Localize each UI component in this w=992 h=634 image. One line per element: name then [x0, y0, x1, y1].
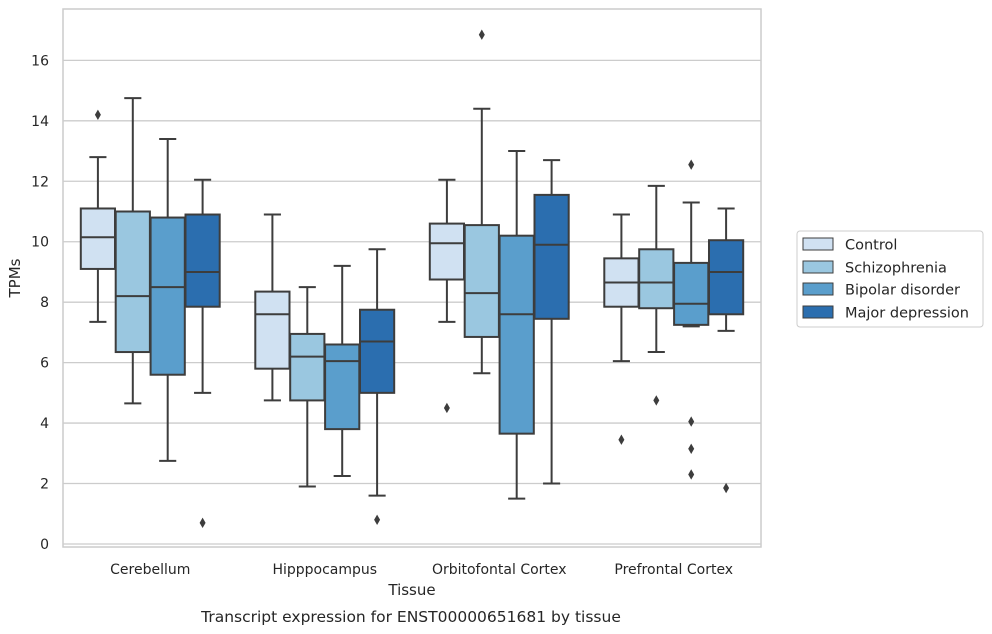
legend: Control Schizophrenia Bipolar disorder M…	[796, 230, 984, 328]
box-iqr	[498, 234, 535, 435]
box-1-2	[254, 213, 291, 402]
box-iqr	[358, 308, 396, 394]
box-iqr	[184, 213, 221, 308]
x-tick-label-4: Prefrontal Cortex	[614, 562, 733, 578]
box-iqr	[707, 239, 745, 316]
box-iqr	[324, 343, 361, 431]
x-tick-label-2: Hipppocampus	[272, 562, 377, 578]
box-iqr	[289, 332, 326, 402]
box-iqr	[533, 193, 570, 320]
y-tick-label-10: 10	[31, 235, 49, 251]
legend-frame	[796, 230, 984, 328]
box-4-3	[533, 159, 570, 485]
box-iqr	[638, 248, 675, 310]
box-iqr	[673, 261, 710, 326]
box-4-2	[358, 248, 396, 525]
box-iqr	[463, 224, 500, 338]
box-iqr	[428, 222, 466, 281]
box-iqr	[114, 210, 151, 354]
chart-caption: Transcript expression for ENST0000065168…	[200, 608, 621, 626]
box-iqr	[79, 207, 117, 270]
outlier-point-1	[618, 434, 625, 445]
box-2-2	[289, 286, 326, 488]
box-2-3	[463, 29, 500, 375]
legend-swatch-major-depression	[802, 305, 834, 319]
outlier-point-1	[478, 29, 485, 40]
outlier-point-1	[688, 416, 695, 427]
outlier-point-1	[199, 517, 206, 529]
outlier-point-1	[443, 402, 450, 414]
legend-label-control: Control	[845, 238, 897, 254]
outlier-point-1	[374, 514, 381, 525]
legend-swatch-bipolar-disorder	[802, 282, 834, 296]
box-2-4	[638, 184, 675, 406]
y-tick-label-8: 8	[40, 295, 49, 311]
outlier-point-1	[94, 109, 101, 120]
box-iqr	[254, 290, 291, 370]
box-groups	[79, 29, 745, 529]
box-4-1	[184, 178, 221, 529]
y-tick-labels: 0 2 4 6 8 10 12 14 16	[31, 53, 49, 553]
box-1-3	[428, 178, 466, 414]
outlier-point-4	[688, 159, 695, 170]
box-3-1	[149, 137, 186, 462]
outlier-point-1	[653, 395, 660, 406]
box-iqr	[149, 216, 186, 376]
box-4-4	[707, 207, 745, 494]
box-1-4	[603, 213, 640, 445]
legend-swatch-schizophrenia	[802, 260, 834, 274]
box-1-1	[79, 109, 117, 323]
legend-label-bipolar-disorder: Bipolar disorder	[845, 283, 960, 299]
y-tick-label-14: 14	[31, 114, 49, 130]
y-axis-title: TPMs	[6, 258, 24, 298]
y-tick-label-2: 2	[40, 477, 49, 493]
x-axis-title: Tissue	[387, 581, 435, 599]
outlier-point-1	[723, 482, 730, 494]
x-tick-labels: Cerebellum Hipppocampus Orbitofontal Corte…	[110, 562, 733, 578]
y-tick-label-16: 16	[31, 53, 49, 69]
y-tick-label-12: 12	[31, 174, 49, 190]
legend-swatch-control	[802, 237, 834, 251]
x-tick-label-1: Cerebellum	[110, 562, 190, 578]
outlier-point-2	[688, 443, 695, 454]
y-tick-label-4: 4	[40, 416, 49, 432]
plot-frame	[62, 8, 762, 548]
legend-label-major-depression: Major depression	[845, 306, 969, 322]
y-tick-label-0: 0	[40, 537, 49, 553]
x-tick-label-3: Orbitofontal Cortex	[432, 562, 567, 578]
legend-label-schizophrenia: Schizophrenia	[845, 261, 947, 277]
box-3-2	[324, 264, 361, 477]
y-tick-label-6: 6	[40, 356, 49, 372]
box-3-3	[498, 150, 535, 500]
outlier-point-3	[688, 469, 695, 480]
